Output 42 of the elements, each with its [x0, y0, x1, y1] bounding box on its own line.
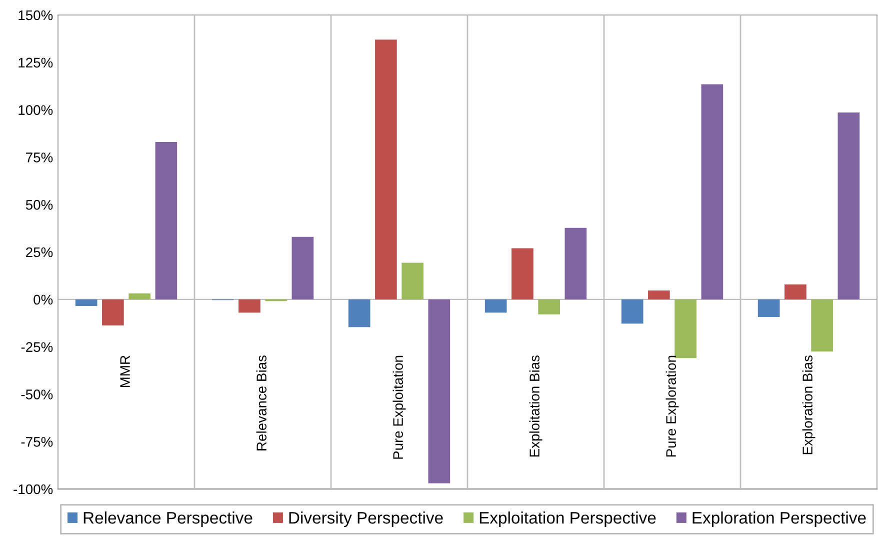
bar: [758, 299, 780, 318]
bar: [155, 142, 178, 300]
bar: [538, 299, 560, 314]
y-tick-label: -75%: [21, 436, 53, 447]
bar: [784, 284, 806, 300]
legend-label: Exploration Perspective: [692, 511, 866, 527]
y-tick-label: -25%: [21, 342, 53, 352]
x-tick-label: Pure Exploitation: [392, 356, 406, 459]
bar: [128, 293, 150, 300]
y-tick-label: -100%: [14, 484, 53, 494]
bar: [102, 299, 124, 326]
bar: [838, 112, 860, 300]
y-tick-label: 25%: [26, 247, 53, 258]
bar: [428, 299, 450, 484]
bar: [348, 299, 370, 328]
bar: [238, 299, 260, 313]
x-tick-label: Pure Exploration: [666, 356, 679, 456]
bar: [75, 299, 98, 306]
y-tick-label: 150%: [18, 10, 53, 20]
bar: [648, 290, 670, 300]
y-tick-label: 125%: [18, 58, 53, 68]
bar: [512, 248, 534, 300]
bar: [811, 299, 833, 352]
y-tick-label: 0%: [34, 294, 53, 305]
y-tick-label: 100%: [18, 105, 53, 115]
legend-label: Diversity Perspective: [289, 511, 443, 527]
y-tick-label: 50%: [26, 200, 53, 210]
x-tick-label: Exploitation Bias: [529, 355, 542, 456]
bar: [375, 40, 397, 300]
legend-label: Exploitation Perspective: [480, 511, 656, 527]
bar: [484, 299, 507, 313]
x-tick-label: Relevance Bias: [256, 355, 266, 450]
y-tick-label: -50%: [21, 390, 53, 400]
bar: [621, 299, 644, 324]
y-tick-label: 75%: [26, 152, 53, 162]
bar: [564, 228, 587, 300]
legend-label: Relevance Perspective: [84, 511, 252, 527]
bar: [402, 262, 424, 300]
bar: [701, 84, 724, 300]
bar: [292, 236, 314, 300]
x-tick-label: Exploration Bias: [802, 355, 816, 454]
x-tick-label: MMR: [120, 356, 130, 387]
